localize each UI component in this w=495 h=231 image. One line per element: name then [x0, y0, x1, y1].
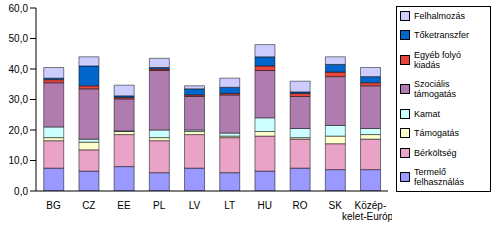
svg-text:0,0: 0,0 — [14, 186, 28, 197]
svg-text:BG: BG — [46, 200, 61, 211]
svg-text:PL: PL — [153, 200, 166, 211]
html-text:Termelő felhasználás: Termelő felhasználás — [414, 167, 464, 187]
svg-text:30,0: 30,0 — [9, 94, 29, 105]
html-text:Felhalmozás: Felhalmozás — [414, 11, 465, 21]
svg-text:40,0: 40,0 — [9, 64, 29, 75]
svg-text:EE: EE — [117, 200, 131, 211]
html-text:Szociális támogatás: Szociális támogatás — [414, 79, 456, 100]
svg-text:CZ: CZ — [82, 200, 95, 211]
html-text:Kamat: Kamat — [414, 108, 440, 119]
svg-text:Közép-kelet-Európa: Közép-kelet-Európa — [342, 200, 392, 222]
html-text:Tőketranszfer: Tőketranszfer — [414, 30, 469, 41]
svg-text:SK: SK — [329, 200, 343, 211]
svg-text:LT: LT — [224, 200, 235, 211]
html-text:Támogatás: Támogatás — [414, 128, 459, 139]
svg-text:HU: HU — [258, 200, 272, 211]
svg-text:10,0: 10,0 — [9, 155, 29, 166]
html-text:Bérköltség: Bérköltség — [414, 147, 457, 158]
html-text:Egyéb folyó kiadás: Egyéb folyó kiadás — [414, 49, 461, 70]
svg-text:50,0: 50,0 — [9, 33, 29, 44]
svg-text:60,0: 60,0 — [9, 3, 29, 14]
svg-text:LV: LV — [189, 200, 201, 211]
svg-text:20,0: 20,0 — [9, 125, 29, 136]
svg-text:RO: RO — [293, 200, 308, 211]
